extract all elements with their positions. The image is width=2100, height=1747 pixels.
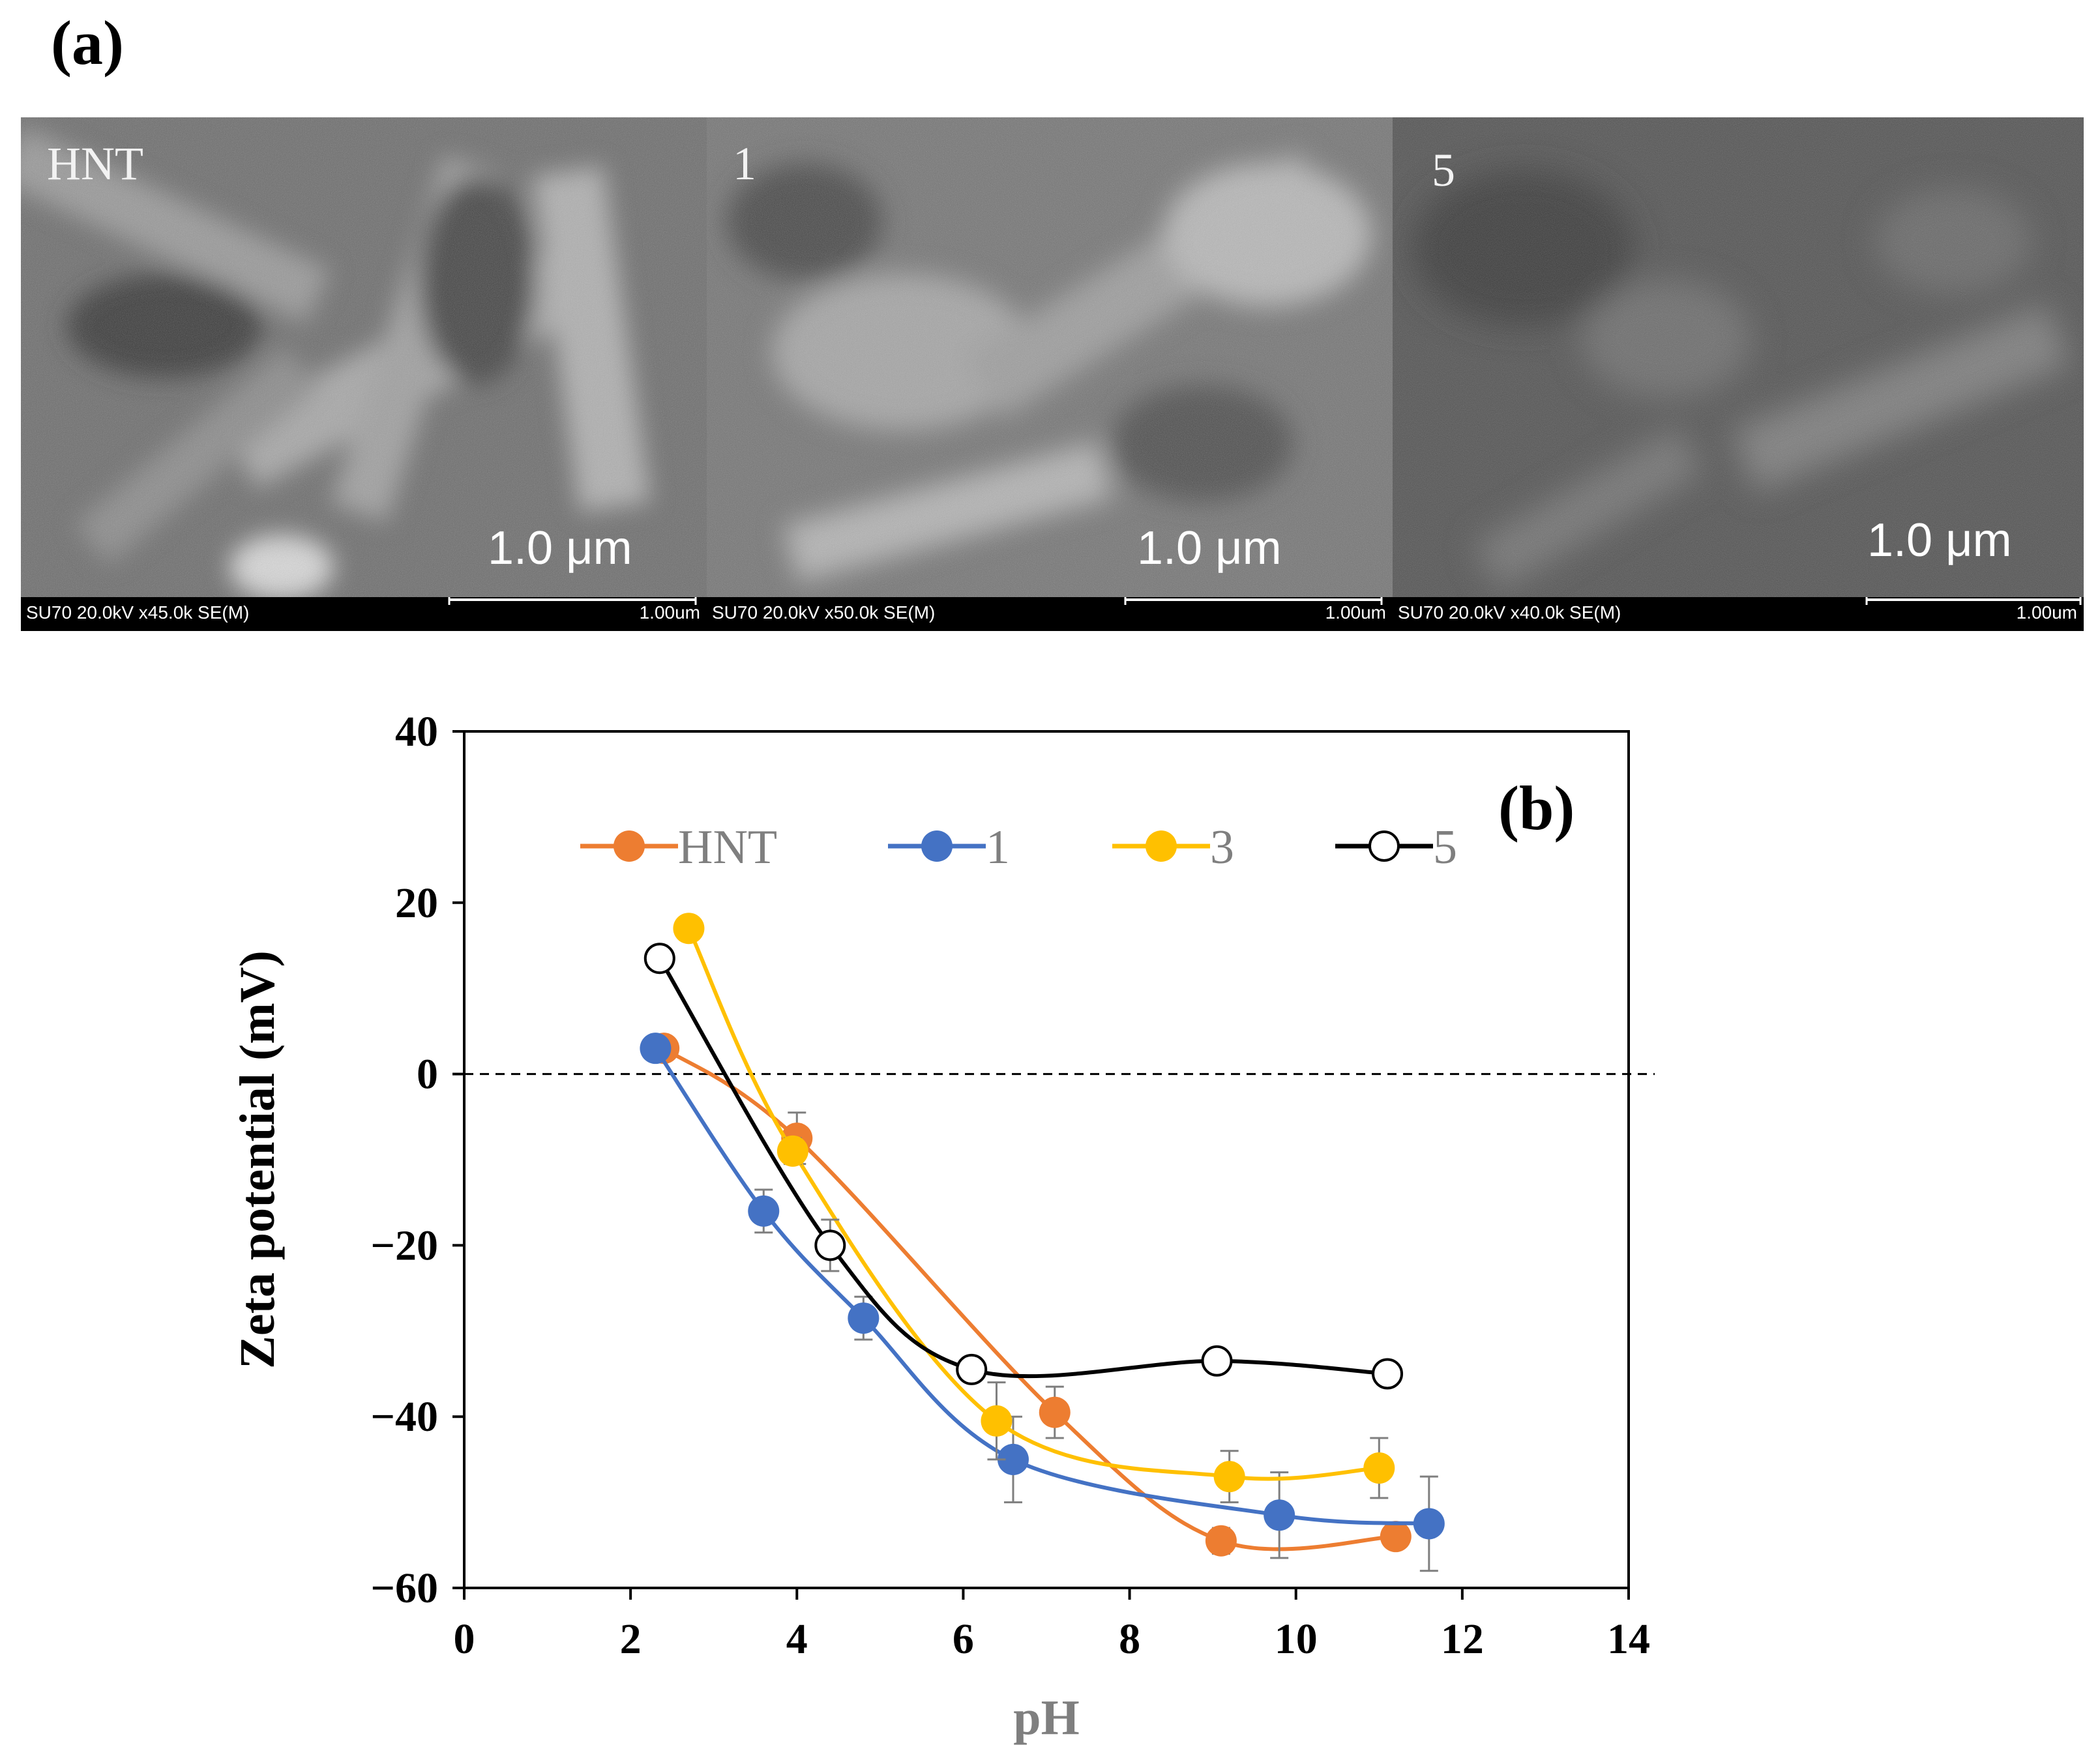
sem-instrument-info: SU70 20.0kV x50.0k SE(M) <box>712 602 936 623</box>
legend-marker <box>921 830 953 862</box>
sem-scale-text: 1.0 μm <box>1137 522 1282 574</box>
series-line <box>653 1047 1430 1526</box>
scale-bar <box>1865 597 2082 605</box>
legend-label: 5 <box>1433 821 1457 874</box>
legend-entry-hnt: HNT <box>580 821 777 874</box>
data-point <box>640 1033 672 1064</box>
y-tick-label: −40 <box>370 1393 438 1441</box>
data-point <box>748 1195 780 1227</box>
legend-marker <box>1146 830 1177 862</box>
legend-label: HNT <box>678 821 777 874</box>
legend-entry-5: 5 <box>1335 821 1457 874</box>
sem-info-bar: SU70 20.0kV x40.0k SE(M) 1.00um <box>1393 597 2084 631</box>
x-tick-label: 8 <box>1119 1615 1140 1663</box>
legend-label: 3 <box>1210 821 1234 874</box>
series-1 <box>640 1033 1445 1572</box>
sem-image-hnt: HNT 1.0 μm SU70 20.0kV x45.0k SE(M) 1.00… <box>21 117 707 631</box>
data-point <box>1413 1508 1445 1540</box>
scale-bar-label: 1.00um <box>639 602 700 623</box>
panel-a-label: (a) <box>51 8 124 78</box>
plot-frame <box>463 730 1630 1589</box>
data-point <box>814 1229 846 1261</box>
sem-instrument-info: SU70 20.0kV x40.0k SE(M) <box>1398 602 1621 623</box>
x-tick-label: 12 <box>1441 1615 1484 1663</box>
x-tick-label: 6 <box>953 1615 974 1663</box>
legend-marker <box>614 830 645 862</box>
sem-image-1: 1 1.0 μm SU70 20.0kV x50.0k SE(M) 1.00um <box>707 117 1393 631</box>
x-tick-label: 2 <box>620 1615 642 1663</box>
legend-marker <box>1368 830 1400 862</box>
data-point <box>1380 1521 1412 1553</box>
series-5 <box>643 943 1404 1390</box>
sem-image-strip: HNT 1.0 μm SU70 20.0kV x45.0k SE(M) 1.00… <box>21 117 2084 631</box>
sem-micrograph-texture <box>21 117 707 600</box>
data-point <box>1372 1358 1404 1390</box>
y-tick-label: 40 <box>395 708 438 756</box>
data-point <box>1213 1461 1245 1493</box>
sem-info-bar: SU70 20.0kV x50.0k SE(M) 1.00um <box>707 597 1393 631</box>
sem-sample-tag: 5 <box>1432 144 1455 196</box>
sem-scale-text: 1.0 μm <box>488 522 632 574</box>
sem-sample-tag: 1 <box>733 138 756 190</box>
sem-scale-text: 1.0 μm <box>1867 514 2012 566</box>
legend-label: 1 <box>986 821 1010 874</box>
data-point <box>997 1443 1029 1475</box>
data-point <box>1039 1396 1071 1428</box>
y-axis-label: Zeta potential (mV) <box>230 950 285 1369</box>
legend-entry-3: 3 <box>1112 821 1234 874</box>
scale-bar-label: 1.00um <box>1325 602 1386 623</box>
data-point <box>1201 1345 1233 1377</box>
x-tick-label: 14 <box>1607 1615 1650 1663</box>
data-point <box>1363 1452 1395 1484</box>
scale-bar <box>1124 597 1383 605</box>
x-tick-label: 10 <box>1275 1615 1318 1663</box>
data-point <box>673 913 705 945</box>
data-point <box>776 1135 808 1167</box>
sem-instrument-info: SU70 20.0kV x45.0k SE(M) <box>26 602 250 623</box>
data-point <box>1264 1499 1295 1531</box>
sem-sample-tag: HNT <box>47 138 143 190</box>
data-point <box>981 1405 1013 1437</box>
x-tick-label: 0 <box>454 1615 475 1663</box>
series-line <box>658 957 1388 1379</box>
legend-entry-1: 1 <box>888 821 1010 874</box>
data-point <box>643 943 675 975</box>
panel-b-label: (b) <box>1498 773 1575 843</box>
series-3 <box>673 913 1395 1504</box>
sem-micrograph-texture <box>707 117 1393 597</box>
y-tick-label: 20 <box>395 879 438 927</box>
data-point <box>848 1302 880 1334</box>
y-tick-label: −60 <box>370 1564 438 1612</box>
sem-micrograph-texture <box>1393 117 2084 597</box>
series-line <box>687 927 1380 1481</box>
sem-info-bar: SU70 20.0kV x45.0k SE(M) 1.00um <box>21 597 707 631</box>
y-tick-label: −20 <box>370 1222 438 1269</box>
scale-bar-label: 1.00um <box>2016 602 2077 623</box>
data-point <box>956 1353 988 1385</box>
y-tick-label: 0 <box>417 1051 438 1098</box>
sem-image-5: 5 1.0 μm SU70 20.0kV x40.0k SE(M) 1.00um <box>1393 117 2084 631</box>
data-point <box>1205 1525 1237 1557</box>
scale-bar <box>448 597 697 605</box>
x-tick-label: 4 <box>786 1615 808 1663</box>
series-line <box>662 1046 1396 1551</box>
x-axis-label: pH <box>1013 1690 1079 1745</box>
